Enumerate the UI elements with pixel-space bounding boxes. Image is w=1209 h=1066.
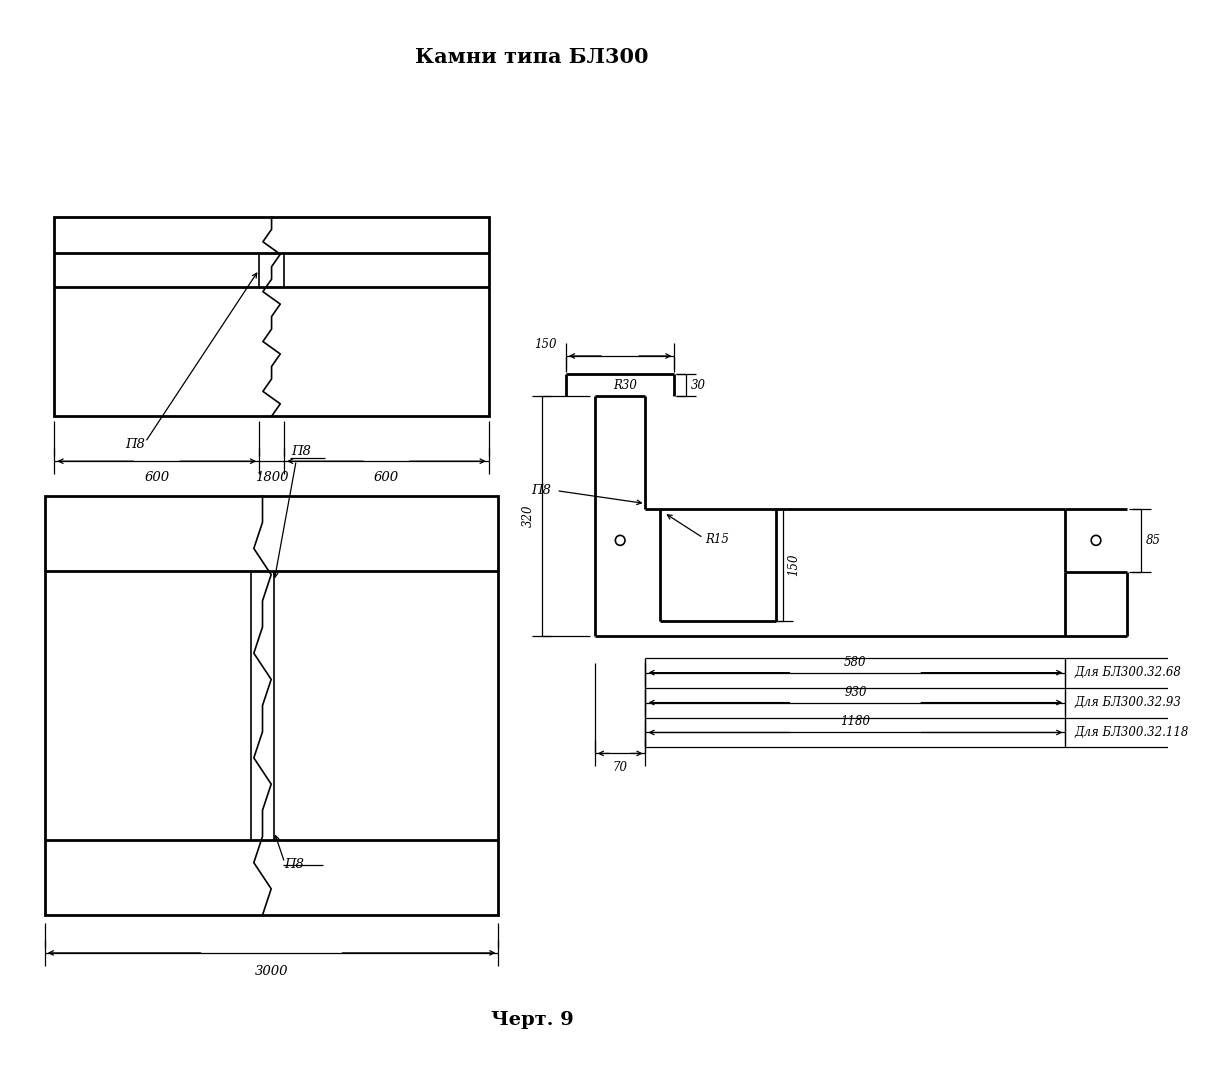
Text: Черт. 9: Черт. 9	[491, 1011, 573, 1029]
Text: Камни типа БЛ300: Камни типа БЛ300	[416, 47, 649, 67]
Text: 580: 580	[844, 656, 867, 668]
Text: П8: П8	[291, 446, 312, 458]
Text: П8: П8	[284, 858, 305, 871]
Bar	[54, 216, 488, 417]
Text: П8: П8	[532, 484, 551, 497]
Text: П8: П8	[126, 438, 145, 451]
Text: 85: 85	[1146, 534, 1161, 547]
Text: 600: 600	[374, 471, 399, 484]
Text: R15: R15	[705, 533, 729, 547]
Text: 3000: 3000	[255, 965, 288, 978]
Text: Для БЛ300.32.93: Для БЛ300.32.93	[1075, 696, 1181, 709]
Text: 70: 70	[613, 761, 627, 774]
Text: 150: 150	[533, 338, 556, 351]
Text: 30: 30	[690, 378, 706, 391]
Text: 600: 600	[144, 471, 169, 484]
Text: 150: 150	[787, 553, 800, 576]
Text: Для БЛ300.32.68: Для БЛ300.32.68	[1075, 666, 1181, 679]
Text: 1180: 1180	[840, 715, 870, 728]
Bar	[45, 496, 498, 915]
Text: 930: 930	[844, 685, 867, 698]
Text: Для БЛ300.32.118: Для БЛ300.32.118	[1075, 726, 1190, 739]
Text: R30: R30	[614, 378, 637, 391]
Text: 1800: 1800	[255, 471, 288, 484]
Text: 320: 320	[522, 505, 536, 528]
